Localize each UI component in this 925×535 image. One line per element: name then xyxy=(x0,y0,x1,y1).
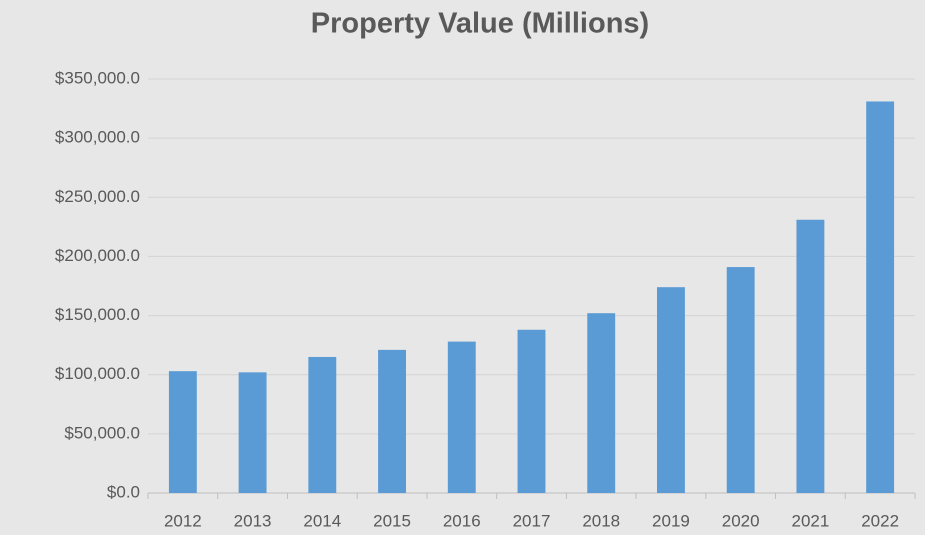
x-tick-label: 2019 xyxy=(652,511,690,530)
x-tick-label: 2018 xyxy=(582,511,620,530)
y-tick-label: $50,000.0 xyxy=(64,423,140,442)
bar xyxy=(168,371,197,493)
x-tick-label: 2012 xyxy=(164,511,202,530)
bar xyxy=(517,329,546,493)
bar xyxy=(447,341,476,493)
x-tick-label: 2015 xyxy=(373,511,411,530)
y-tick-label: $150,000.0 xyxy=(55,305,140,324)
x-tick-label: 2021 xyxy=(791,511,829,530)
x-tick-label: 2014 xyxy=(303,511,341,530)
bar xyxy=(796,219,825,493)
y-tick-label: $200,000.0 xyxy=(55,246,140,265)
x-tick-label: 2013 xyxy=(234,511,272,530)
x-tick-label: 2020 xyxy=(722,511,760,530)
y-tick-label: $350,000.0 xyxy=(55,68,140,87)
chart-title: Property Value (Millions) xyxy=(311,8,649,40)
bar xyxy=(238,372,267,493)
x-tick-label: 2016 xyxy=(443,511,481,530)
y-tick-label: $0.0 xyxy=(107,482,140,501)
bar xyxy=(308,356,337,493)
bar xyxy=(587,313,616,493)
y-tick-label: $100,000.0 xyxy=(55,364,140,383)
bar xyxy=(726,267,755,493)
bar xyxy=(657,287,685,493)
x-tick-label: 2022 xyxy=(861,511,899,530)
y-tick-label: $250,000.0 xyxy=(55,187,140,206)
bar xyxy=(378,349,406,493)
y-tick-label: $300,000.0 xyxy=(55,128,140,147)
bar xyxy=(866,101,895,493)
x-tick-label: 2017 xyxy=(513,511,551,530)
